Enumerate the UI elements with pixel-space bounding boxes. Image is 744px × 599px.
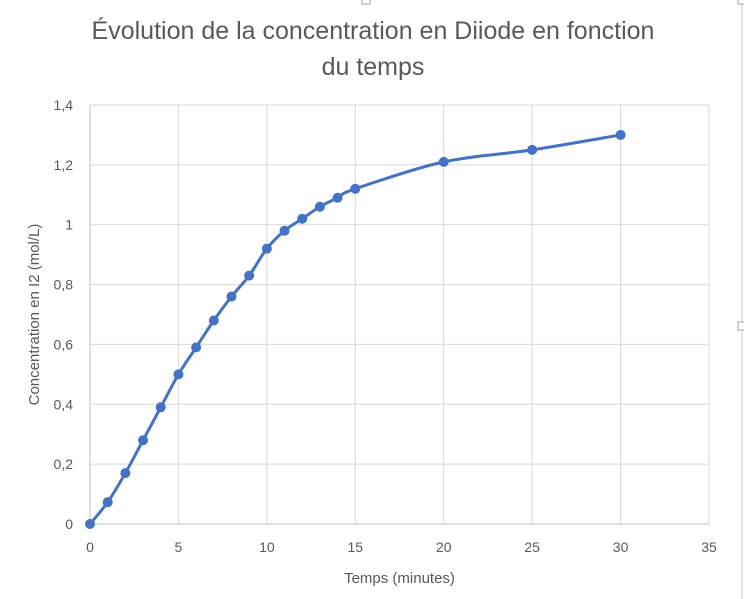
x-tick-label: 25 bbox=[524, 539, 540, 555]
data-point[interactable] bbox=[173, 369, 184, 380]
y-tick-label: 0 bbox=[65, 516, 73, 532]
y-tick-label: 1,4 bbox=[54, 97, 74, 113]
data-point[interactable] bbox=[120, 468, 131, 479]
x-tick-label: 35 bbox=[701, 539, 717, 555]
chart-frame-edge bbox=[361, 0, 744, 599]
data-point[interactable] bbox=[191, 342, 202, 353]
y-tick-label: 1 bbox=[65, 217, 73, 233]
x-axis-ticks: 0 5 10 15 20 25 30 35 bbox=[86, 539, 717, 555]
chart-title-line: Évolution de la concentration en Diiode … bbox=[92, 16, 655, 45]
chart-title: Évolution de la concentration en Diiode … bbox=[92, 16, 655, 81]
y-axis-title: Concentration en I2 (mol/L) bbox=[26, 224, 43, 406]
x-tick-label: 10 bbox=[259, 539, 275, 555]
y-tick-label: 1,2 bbox=[54, 157, 74, 173]
series-layer bbox=[85, 129, 626, 529]
data-point[interactable] bbox=[332, 192, 343, 203]
data-point[interactable] bbox=[102, 497, 113, 508]
data-point[interactable] bbox=[261, 243, 272, 254]
y-tick-label: 0,8 bbox=[54, 277, 74, 293]
y-axis-ticks: 0 0,2 0,4 0,6 0,8 1 1,2 1,4 bbox=[54, 97, 74, 532]
resize-handle-top[interactable] bbox=[361, 0, 371, 5]
data-point[interactable] bbox=[208, 315, 219, 326]
y-tick-label: 0,6 bbox=[54, 336, 74, 352]
data-point[interactable] bbox=[244, 270, 255, 281]
y-tick-label: 0,4 bbox=[54, 396, 74, 412]
data-point[interactable] bbox=[297, 213, 308, 224]
data-point[interactable] bbox=[314, 201, 325, 212]
x-tick-label: 15 bbox=[347, 539, 363, 555]
axes bbox=[89, 105, 709, 525]
resize-handle-top-right[interactable] bbox=[737, 0, 744, 5]
data-point[interactable] bbox=[155, 402, 166, 413]
y-tick-label: 0,2 bbox=[54, 456, 74, 472]
gridlines bbox=[90, 104, 710, 524]
chart-title-line: du temps bbox=[322, 53, 425, 81]
x-tick-label: 5 bbox=[175, 539, 183, 555]
resize-handle-right[interactable] bbox=[737, 321, 744, 331]
data-point[interactable] bbox=[350, 183, 361, 194]
data-point[interactable] bbox=[279, 225, 290, 236]
x-tick-label: 30 bbox=[613, 539, 629, 555]
x-tick-label: 0 bbox=[86, 539, 94, 555]
data-point[interactable] bbox=[85, 519, 95, 529]
data-point[interactable] bbox=[226, 291, 237, 302]
data-point[interactable] bbox=[438, 156, 449, 167]
x-axis-title: Temps (minutes) bbox=[344, 570, 455, 587]
data-point[interactable] bbox=[527, 144, 538, 155]
data-point[interactable] bbox=[138, 435, 149, 446]
x-tick-label: 20 bbox=[436, 539, 452, 555]
data-point[interactable] bbox=[615, 129, 626, 140]
